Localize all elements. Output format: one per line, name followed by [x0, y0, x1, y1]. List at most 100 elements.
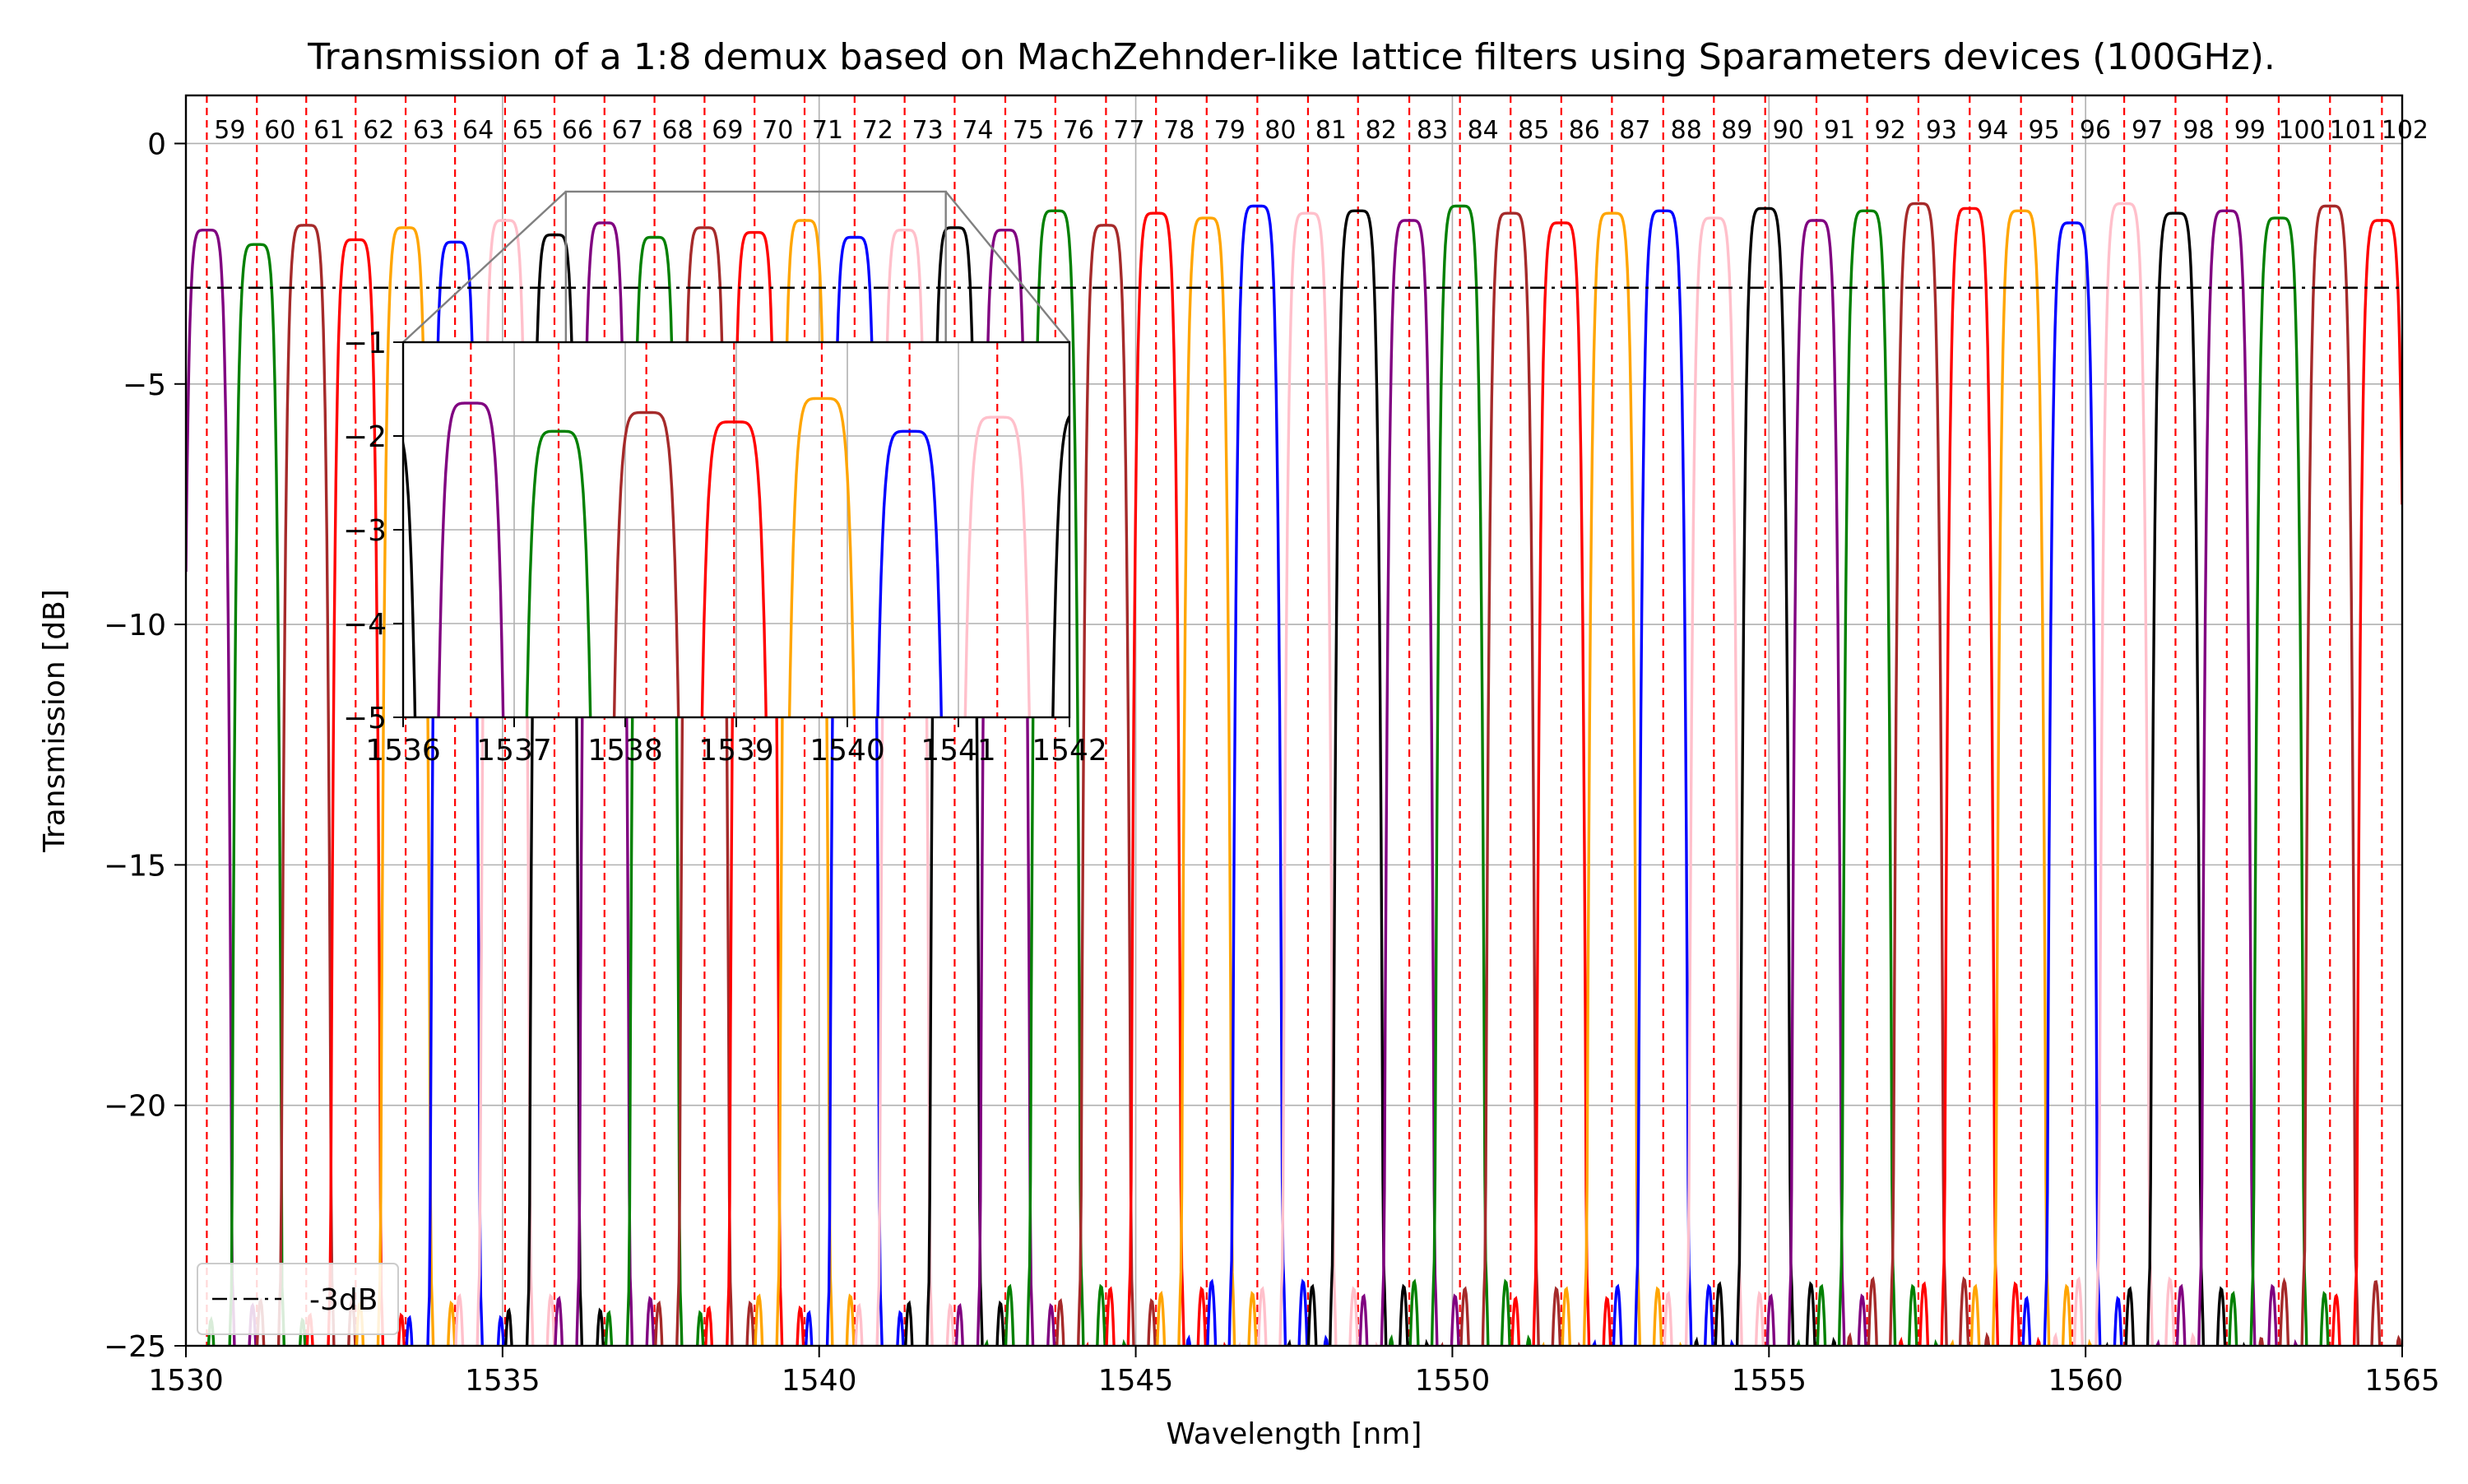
y-tick-label: −25	[104, 1330, 166, 1364]
channel-labels: 59 60 61 62 63 64 65 66 67 68 69 70 71 72 73 74 75 76 77 78…	[214, 116, 2429, 145]
main-axes: 1530 1535 1540 1545 1550 1555 1560 1565 0 −5 −10 −1…	[104, 128, 2440, 1398]
series-channel-70	[704, 230, 805, 1346]
channel-label-61: 61	[313, 116, 345, 145]
x-tick-label: 1530	[148, 1364, 224, 1398]
inset-series-channel-71	[787, 397, 856, 717]
series-channel-78	[1085, 211, 1227, 1346]
channel-label-89: 89	[1721, 116, 1752, 145]
series-channel-77	[1055, 224, 1157, 1346]
channel-label-70: 70	[762, 116, 793, 145]
channel-label-96: 96	[2080, 116, 2111, 145]
series-channel-97	[2052, 202, 2197, 1346]
series-channel-93	[1846, 202, 1991, 1346]
channel-markers	[206, 95, 2383, 1346]
inset-x-tick-label: 1537	[476, 734, 552, 768]
series-channel-91	[1765, 219, 1867, 1346]
inset-channel-markers	[470, 342, 999, 717]
zoom-connector-right	[944, 191, 1070, 343]
series-channel-80	[1185, 204, 1329, 1346]
channel-label-88: 88	[1671, 116, 1702, 145]
inset-x-tick-label: 1536	[365, 734, 441, 768]
channel-label-81: 81	[1315, 116, 1347, 145]
channel-label-76: 76	[1063, 116, 1094, 145]
series-channel-89	[1663, 216, 1765, 1346]
series-channel-69	[654, 226, 755, 1346]
inset-x-tick-label: 1540	[810, 734, 885, 768]
inset-y-tick-label: −4	[343, 608, 387, 642]
chart-title: Transmission of a 1:8 demux based on Mac…	[307, 36, 2275, 78]
x-tick-label: 1535	[465, 1364, 540, 1398]
series-channel-90	[1694, 206, 1837, 1346]
zoom-connector-left	[402, 191, 567, 343]
series-channel-60	[206, 243, 307, 1346]
series-channel-87	[1542, 211, 1682, 1346]
y-tick-label: −20	[104, 1090, 166, 1124]
channel-label-98: 98	[2183, 116, 2214, 145]
x-tick-label: 1540	[782, 1364, 857, 1398]
channel-label-95: 95	[2029, 116, 2060, 145]
channel-label-59: 59	[214, 116, 245, 145]
channel-label-71: 71	[812, 116, 843, 145]
channel-label-91: 91	[1824, 116, 1855, 145]
series-channel-86	[1510, 221, 1612, 1346]
inset-x-tick-label: 1538	[587, 734, 663, 768]
inset-y-tick-label: −3	[343, 514, 387, 548]
channel-label-65: 65	[513, 116, 544, 145]
channel-label-87: 87	[1619, 116, 1650, 145]
channel-label-77: 77	[1113, 116, 1144, 145]
channel-label-68: 68	[661, 116, 693, 145]
series-channel-79	[1156, 216, 1258, 1346]
series-channel-85	[1440, 211, 1581, 1346]
series-channel-67	[554, 221, 656, 1346]
series-channel-61	[255, 224, 357, 1346]
legend: -3dB	[197, 1263, 399, 1335]
inset-chart: 1536 1537 1538 1539 1540 1541 1542 −1 −2 −3 −4 −5	[343, 327, 1107, 768]
channel-label-84: 84	[1468, 116, 1499, 145]
channel-label-78: 78	[1163, 116, 1195, 145]
inset-series-channel-69	[612, 410, 680, 717]
channel-label-85: 85	[1518, 116, 1549, 145]
plot-frame	[184, 94, 2404, 1347]
x-axis-label: Wavelength [nm]	[1167, 1417, 1422, 1451]
channel-label-74: 74	[962, 116, 993, 145]
y-tick-label: −15	[104, 849, 166, 883]
inset-series	[403, 397, 1069, 717]
series-channel-88	[1592, 209, 1735, 1346]
inset-series-channel-74	[1051, 414, 1069, 717]
series-channel-101	[2258, 204, 2402, 1346]
series-channel-82	[1287, 209, 1429, 1346]
channel-label-80: 80	[1264, 116, 1296, 145]
channel-label-79: 79	[1214, 116, 1246, 145]
channel-label-83: 83	[1417, 116, 1448, 145]
inset-series-channel-68	[525, 429, 592, 717]
y-tick-label: −5	[123, 369, 166, 402]
x-tick-label: 1555	[1731, 1364, 1807, 1398]
channel-label-86: 86	[1569, 116, 1600, 145]
channel-label-92: 92	[1874, 116, 1905, 145]
series-channel-63	[355, 226, 457, 1346]
channel-label-82: 82	[1366, 116, 1397, 145]
main-series	[186, 202, 2402, 1346]
series-channel-71	[754, 219, 856, 1346]
series-channel-95	[1950, 209, 2092, 1346]
legend-label: -3dB	[309, 1283, 378, 1317]
channel-label-60: 60	[264, 116, 295, 145]
channel-label-90: 90	[1773, 116, 1804, 145]
series-channel-72	[805, 235, 905, 1346]
channel-label-94: 94	[1977, 116, 2008, 145]
series-channel-92	[1796, 209, 1938, 1346]
series-channel-64	[405, 240, 505, 1346]
series-channel-76	[984, 209, 1127, 1346]
x-tick-label: 1560	[2048, 1364, 2123, 1398]
inset-x-tick-label: 1542	[1032, 734, 1107, 768]
series-channel-81	[1237, 211, 1379, 1346]
series-channel-84	[1388, 204, 1532, 1346]
x-tick-label: 1550	[1415, 1364, 1491, 1398]
series-channel-100	[2228, 216, 2330, 1346]
series-channel-65	[454, 219, 556, 1346]
channel-label-93: 93	[1926, 116, 1957, 145]
channel-label-101: 101	[2330, 116, 2377, 145]
channel-label-69: 69	[712, 116, 743, 145]
y-tick-label: 0	[147, 128, 166, 161]
